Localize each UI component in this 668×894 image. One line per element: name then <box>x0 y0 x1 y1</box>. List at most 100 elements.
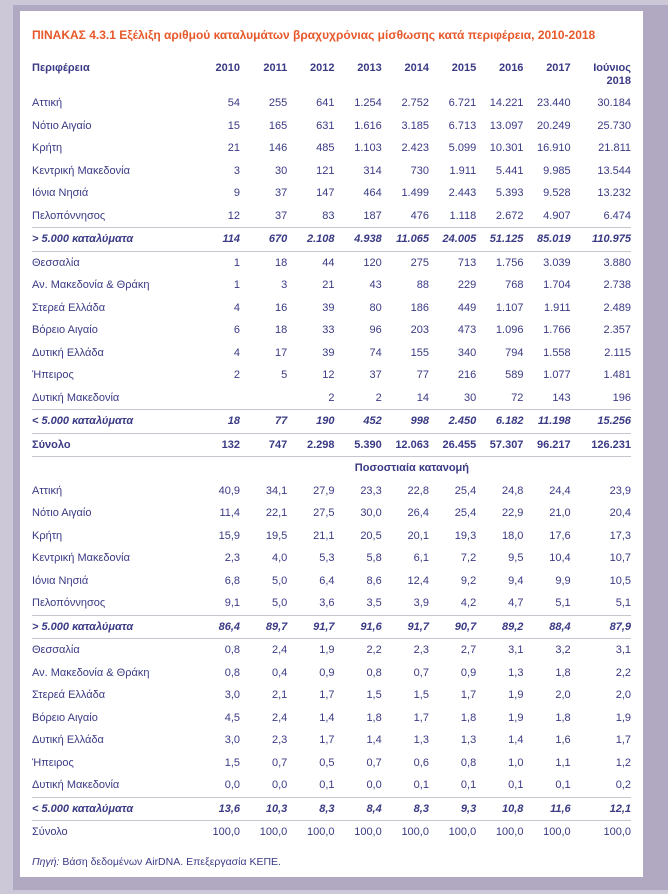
value-cell: 18 <box>192 409 241 434</box>
value-cell: 1,4 <box>319 711 335 724</box>
value-cell: 1,9 <box>508 689 524 701</box>
value-cell: 2,2 <box>366 644 382 656</box>
value-cell: 8,4 <box>334 796 382 821</box>
region-cell: Θεσσαλία <box>32 256 80 269</box>
value-cell: 27,5 <box>313 507 335 519</box>
value-cell: 2,7 <box>460 644 477 656</box>
value-cell: 0,1 <box>460 779 477 791</box>
value-cell: 9,5 <box>508 552 524 564</box>
value-cell: 146 <box>268 142 288 154</box>
value-cell: 54 <box>227 97 241 109</box>
value-cell: 0,7 <box>413 666 429 679</box>
value-cell: 747 <box>240 432 288 457</box>
value-cell: 100,0 <box>476 820 524 844</box>
value-cell: 1.616 <box>354 119 382 132</box>
value-cell: 0,6 <box>413 756 429 769</box>
value-cell: 44 <box>322 256 335 269</box>
value-cell: 9.985 <box>543 164 571 177</box>
value-cell: 314 <box>363 164 382 177</box>
region-cell: Νότιο Αιγαίο <box>32 119 92 132</box>
value-cell: 3.185 <box>401 119 429 132</box>
region-cell: > 5.000 καταλύματα <box>32 227 193 252</box>
region-cell: Βόρειο Αιγαίο <box>32 324 98 336</box>
region-cell: Κρήτη <box>32 142 63 154</box>
value-cell: 4.938 <box>334 227 382 252</box>
region-cell: Αν. Μακεδονία & Θράκη <box>32 666 150 679</box>
value-cell: 1,6 <box>555 734 571 746</box>
value-cell: 40,9 <box>218 484 241 497</box>
value-cell: 2.423 <box>401 142 429 154</box>
table-row: Στερεά Ελλάδα 4 16 39 80 186 449 1.107 1.911 2.48… <box>32 297 631 320</box>
value-cell: 12 <box>322 369 335 381</box>
value-cell: 473 <box>457 324 477 336</box>
table-row: Ιόνια Νησιά 6,8 5,0 6,4 8,6 12,4 9,2 9,4 9,9 10,5 <box>32 570 631 593</box>
value-cell: 37 <box>369 369 382 381</box>
region-cell: Βόρειο Αιγαίο <box>32 711 98 724</box>
value-cell: 5,8 <box>366 552 382 564</box>
value-cell: 3,6 <box>319 597 335 609</box>
value-cell: 9,2 <box>460 574 477 587</box>
value-cell: 730 <box>410 164 429 177</box>
value-cell: 87,9 <box>570 614 631 639</box>
percentage-section-header: Ποσοστιαία κατανομή <box>354 462 469 474</box>
value-cell: 14 <box>416 391 429 404</box>
value-cell: 100,0 <box>381 820 429 844</box>
value-cell: 1.499 <box>401 187 429 199</box>
value-cell: 2.752 <box>401 97 429 109</box>
value-cell: 30.184 <box>597 97 631 109</box>
value-cell: 5,0 <box>271 597 288 609</box>
table-row: Πελοπόννησος 12 37 83 187 476 1.118 2.672 4.907 6… <box>32 205 631 228</box>
value-cell: 2.672 <box>495 209 524 222</box>
value-cell: 15,9 <box>218 529 241 542</box>
value-cell: 88 <box>416 279 429 291</box>
table-row: < 5.000 καταλύματα 13,6 10,3 8,3 8,4 8,3 9,3 10… <box>32 796 631 821</box>
value-cell: 100,0 <box>334 820 382 844</box>
value-cell: 34,1 <box>265 484 288 497</box>
table-row: Ήπειρος 2 5 12 37 77 216 589 1.077 1.481 <box>32 364 631 387</box>
value-cell: 1,8 <box>460 711 477 724</box>
value-cell: 196 <box>612 391 631 404</box>
table-row: Κεντρική Μακεδονία 2,3 4,0 5,3 5,8 6,1 7,2 9,5 1… <box>32 547 631 570</box>
value-cell: 23.440 <box>537 97 571 109</box>
value-cell: 1,3 <box>460 734 477 746</box>
value-cell: 4,7 <box>508 597 524 609</box>
value-cell: 85.019 <box>523 227 571 252</box>
value-cell: 452 <box>334 409 382 434</box>
value-cell: 1,7 <box>615 734 631 746</box>
table-row: Θεσσαλία 0,8 2,4 1,9 2,2 2,3 2,7 3,1 3,2 3,1 <box>32 639 631 662</box>
value-cell: 1.756 <box>495 256 524 269</box>
value-cell: 0,8 <box>224 666 241 679</box>
value-cell: 5.393 <box>495 187 524 199</box>
value-cell: 19,3 <box>454 529 477 542</box>
value-cell: 0,1 <box>555 779 571 791</box>
value-cell: 4,2 <box>460 597 477 609</box>
value-cell: 37 <box>275 209 288 222</box>
value-cell: 10,7 <box>609 552 631 564</box>
value-cell: 6.713 <box>448 119 477 132</box>
value-cell: 255 <box>268 97 288 109</box>
value-cell: 3,1 <box>508 644 524 656</box>
value-cell <box>193 387 240 410</box>
value-cell: 1,9 <box>508 711 524 724</box>
value-cell: 12.063 <box>381 432 429 457</box>
value-cell: 13,6 <box>192 796 241 821</box>
value-cell: 8,3 <box>381 796 429 821</box>
value-cell: 21 <box>227 142 241 154</box>
value-cell: 1 <box>233 256 241 269</box>
value-cell: 203 <box>410 324 429 336</box>
value-cell: 96 <box>369 324 382 336</box>
source-text: Βάση δεδομένων AirDNA. Επεξεργασία ΚΕΠΕ. <box>62 855 281 868</box>
table-row: Αν. Μακεδονία & Θράκη 1 3 21 43 88 229 768 1.704… <box>32 274 631 297</box>
value-cell: 120 <box>363 256 382 269</box>
value-cell: 11,6 <box>523 796 571 821</box>
region-cell: Θεσσαλία <box>32 644 80 656</box>
value-cell: 1.911 <box>543 301 571 314</box>
value-cell: 0,0 <box>271 779 288 791</box>
region-cell: Ιόνια Νησιά <box>32 187 89 199</box>
value-cell: 0,8 <box>460 756 477 769</box>
value-cell: 0,2 <box>615 779 631 791</box>
region-cell: Νότιο Αιγαίο <box>32 507 92 519</box>
header-row: Περιφέρεια 2010 2011 2012 2013 2014 2015… <box>32 57 631 92</box>
value-cell: 26.455 <box>428 432 477 457</box>
value-cell: 100,0 <box>192 820 241 844</box>
